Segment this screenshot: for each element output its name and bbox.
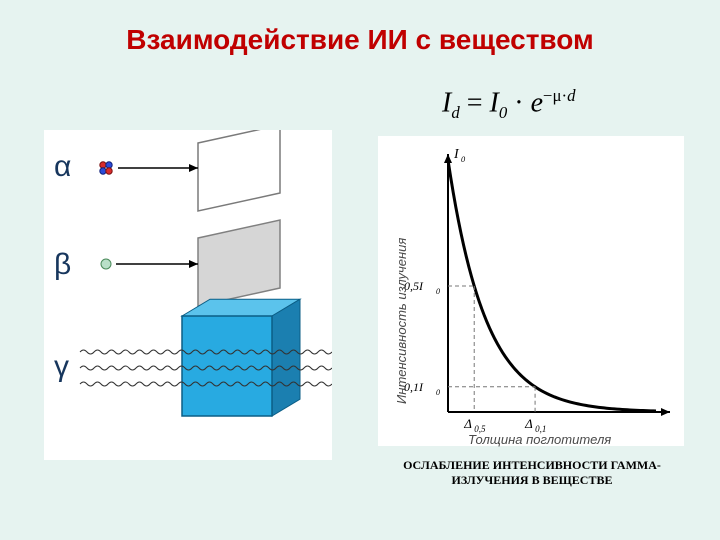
gamma-label: γ (54, 350, 69, 384)
chart-x-axis-label: Толщина поглотителя (468, 432, 611, 447)
svg-text:0: 0 (461, 155, 466, 164)
svg-text:0: 0 (436, 388, 440, 397)
radiation-penetration-diagram (44, 130, 332, 460)
page-title: Взаимодействие ИИ с веществом (0, 24, 720, 56)
svg-text:Δ: Δ (524, 416, 533, 431)
attenuation-chart: I00,5I00,1I0Δ0,5Δ0,1 (378, 136, 684, 446)
attenuation-formula: Id = I0 · e−μ·d (442, 86, 575, 123)
alpha-label: α (54, 150, 71, 184)
caption-line1: ОСЛАБЛЕНИЕ ИНТЕНСИВНОСТИ ГАММА- (403, 458, 661, 472)
chart-caption: ОСЛАБЛЕНИЕ ИНТЕНСИВНОСТИ ГАММА- ИЗЛУЧЕНИ… (372, 458, 692, 488)
caption-line2: ИЗЛУЧЕНИЯ В ВЕЩЕСТВЕ (452, 473, 613, 487)
svg-text:Δ: Δ (463, 416, 472, 431)
chart-y-axis-label: Интенсивность излучения (394, 238, 409, 404)
svg-text:0: 0 (436, 287, 440, 296)
left-diagram-svg (44, 130, 332, 460)
chart-svg: I00,5I00,1I0Δ0,5Δ0,1 (378, 136, 684, 446)
svg-text:I: I (453, 147, 460, 162)
beta-label: β (54, 248, 71, 282)
